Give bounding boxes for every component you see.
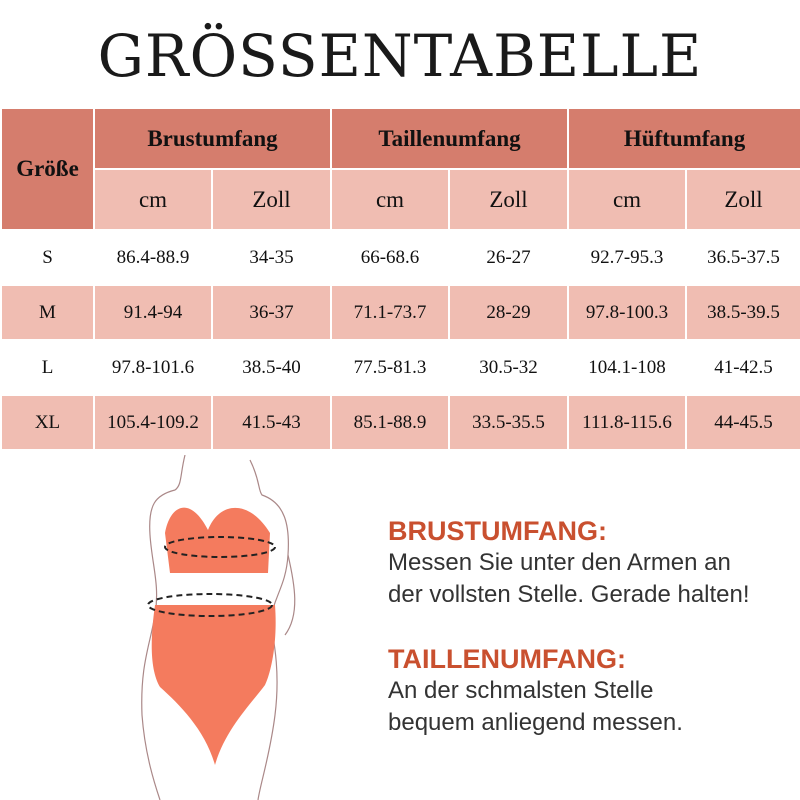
measurement-cell: 97.8-101.6 xyxy=(93,339,213,396)
measurement-cell: 105.4-109.2 xyxy=(93,394,213,451)
measurement-cell: 36.5-37.5 xyxy=(685,229,800,286)
measurement-cell: 44-45.5 xyxy=(685,394,800,451)
page-title: GRÖSSENTABELLE xyxy=(97,22,703,90)
measurement-cell: 34-35 xyxy=(210,229,333,286)
measurement-cell: 111.8-115.6 xyxy=(567,394,688,451)
measurement-cell: 86.4-88.9 xyxy=(93,229,213,286)
table-row: L 97.8-101.6 38.5-40 77.5-81.3 30.5-32 104.1-… xyxy=(0,339,800,396)
unit-header: Zoll xyxy=(685,168,800,231)
measurement-cell: 38.5-40 xyxy=(210,339,333,396)
measurement-cell: 33.5-35.5 xyxy=(448,394,570,451)
chest-text-line: Messen Sie unter den Armen an xyxy=(388,549,731,576)
group-header: Brustumfang xyxy=(92,107,333,170)
waist-instruction: TAILLENUMFANG: An der schmalsten Stelle … xyxy=(388,644,683,739)
measurement-cell: 38.5-39.5 xyxy=(685,284,800,341)
measurement-cell: 71.1-73.7 xyxy=(330,284,451,341)
unit-header: Zoll xyxy=(448,168,570,231)
measurement-cell: 30.5-32 xyxy=(448,339,570,396)
table-row: XL 105.4-109.2 41.5-43 85.1-88.9 33.5-35.5 11… xyxy=(0,394,800,451)
measurement-cell: 104.1-108 xyxy=(567,339,688,396)
waist-heading: TAILLENUMFANG: xyxy=(388,644,626,674)
waist-text-line: bequem anliegend messen. xyxy=(388,709,683,736)
size-header: Größe xyxy=(0,107,95,231)
measurement-cell: 92.7-95.3 xyxy=(567,229,688,286)
size-cell: XL xyxy=(0,394,95,451)
measurement-cell: 41.5-43 xyxy=(210,394,333,451)
size-cell: M xyxy=(0,284,95,341)
table-row: M 91.4-94 36-37 71.1-73.7 28-29 97.8-100.3 38.… xyxy=(0,284,800,341)
chest-heading: BRUSTUMFANG: xyxy=(388,516,607,546)
measurement-cell: 26-27 xyxy=(448,229,570,286)
measurement-cell: 36-37 xyxy=(210,284,333,341)
table-row: S 86.4-88.9 34-35 66-68.6 26-27 92.7-95.3 36.5… xyxy=(0,229,800,286)
unit-header: cm xyxy=(93,168,213,231)
chest-measure-line xyxy=(164,536,276,558)
group-header: Hüftumfang xyxy=(567,107,800,170)
size-cell: S xyxy=(0,229,95,286)
chest-instruction: BRUSTUMFANG: Messen Sie unter den Armen … xyxy=(388,516,750,611)
waist-text-line: An der schmalsten Stelle xyxy=(388,677,654,704)
waist-measure-line xyxy=(147,593,273,617)
measurement-cell: 91.4-94 xyxy=(93,284,213,341)
measurement-cell: 41-42.5 xyxy=(685,339,800,396)
measurement-cell: 66-68.6 xyxy=(330,229,451,286)
measurement-cell: 85.1-88.9 xyxy=(330,394,451,451)
briefs-shape xyxy=(151,605,276,765)
unit-header: Zoll xyxy=(210,168,333,231)
unit-header: cm xyxy=(330,168,451,231)
measurement-cell: 97.8-100.3 xyxy=(567,284,688,341)
chest-text-line: der vollsten Stelle. Gerade halten! xyxy=(388,581,750,608)
size-cell: L xyxy=(0,339,95,396)
measurement-cell: 28-29 xyxy=(448,284,570,341)
size-table: Größe Brustumfang Taillenumfang Hüftumfa… xyxy=(0,107,800,451)
body-illustration xyxy=(141,455,296,800)
group-header: Taillenumfang xyxy=(330,107,570,170)
measurement-cell: 77.5-81.3 xyxy=(330,339,451,396)
unit-header: cm xyxy=(567,168,688,231)
